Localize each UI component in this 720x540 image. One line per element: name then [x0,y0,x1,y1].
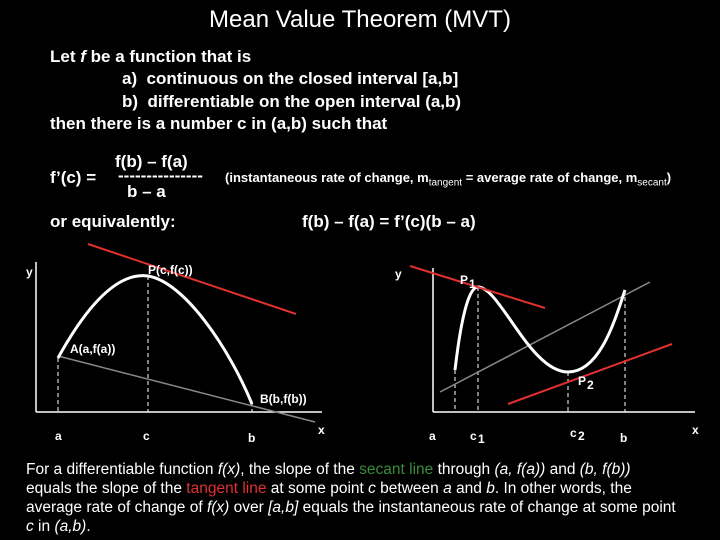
formula-denominator: b – a [127,182,166,201]
label: y [395,267,402,281]
label: 2 [578,429,585,443]
label: b [620,431,627,445]
text: Let [50,47,81,66]
text: a [443,480,452,497]
title: Mean Value Theorem (MVT) [209,6,511,33]
label: a [429,429,436,443]
text: equals the slope of the [26,480,187,497]
text: = average rate of change, m [462,170,638,185]
label: c [470,429,477,443]
equivalent-equation: f(b) – f(a) = f’(c)(b – a) [302,212,476,231]
text: , the slope of the [240,461,360,478]
text: at some point [266,480,369,497]
text: (instantaneous rate of change, m [225,170,429,185]
label: b [248,431,255,445]
explanation: For a differentiable function f(x), the … [26,460,676,536]
label: A(a,f(a)) [70,342,115,356]
equivalent-label: or equivalently: [50,212,176,231]
label: 2 [587,378,594,392]
text: f [80,47,86,66]
note: (instantaneous rate of change, mtangent … [225,170,671,189]
tangent-line [409,265,546,309]
text: ) [666,170,672,185]
text: (a, f(a)) [494,461,546,478]
text: secant [637,177,667,189]
text: For a differentiable function [26,461,218,478]
formula-bar: --------------- [118,166,203,185]
text: and [545,461,580,478]
text: (b, f(b)) [579,461,631,478]
label: B(b,f(b)) [260,392,307,406]
text: tangent line [186,480,267,497]
curve [453,285,627,374]
text: f(x) [206,499,230,516]
text: (a,b) [54,518,87,535]
text: c [368,480,376,497]
text: f(x) [217,461,241,478]
label: x [318,423,325,437]
text: be a function that is [85,47,252,66]
tangent-line [507,343,673,405]
secant-line [57,355,316,423]
formula-lhs: f’(c) = [50,168,97,187]
label: c [570,426,577,440]
label: c [143,429,150,443]
formula-numerator: f(b) – f(a) [115,152,188,171]
text: through [433,461,495,478]
label: y [26,265,33,279]
text: over [229,499,269,516]
text: tangent [428,177,463,189]
tangent-line [87,243,297,315]
right-graph [409,265,695,413]
text: secant line [359,461,434,478]
text: and [451,480,487,497]
label: x [692,423,699,437]
text: . In other words, the average rate of ch… [26,480,632,516]
text: between [375,480,444,497]
label: 1 [478,432,485,446]
text: equals the instantaneous rate of change … [298,499,676,516]
guides [454,287,626,412]
intro-line: then there is a number c in (a,b) such t… [50,114,388,133]
text: b [486,480,495,497]
secant-line [439,281,651,393]
text: . [86,518,91,535]
condition: b) differentiable on the open interval (… [122,92,462,111]
label: a [55,429,62,443]
intro-line: Let f be a function that is [50,47,251,67]
left-graph [35,243,322,423]
curve [56,274,254,405]
text: [a,b] [268,499,299,516]
text: c [26,518,34,535]
label: P [578,374,586,388]
condition: a) continuous on the closed interval [a,… [122,69,459,88]
label: P [460,273,468,287]
text: in [33,518,55,535]
label: P(c,f(c)) [148,263,193,277]
label: 1 [469,277,476,291]
